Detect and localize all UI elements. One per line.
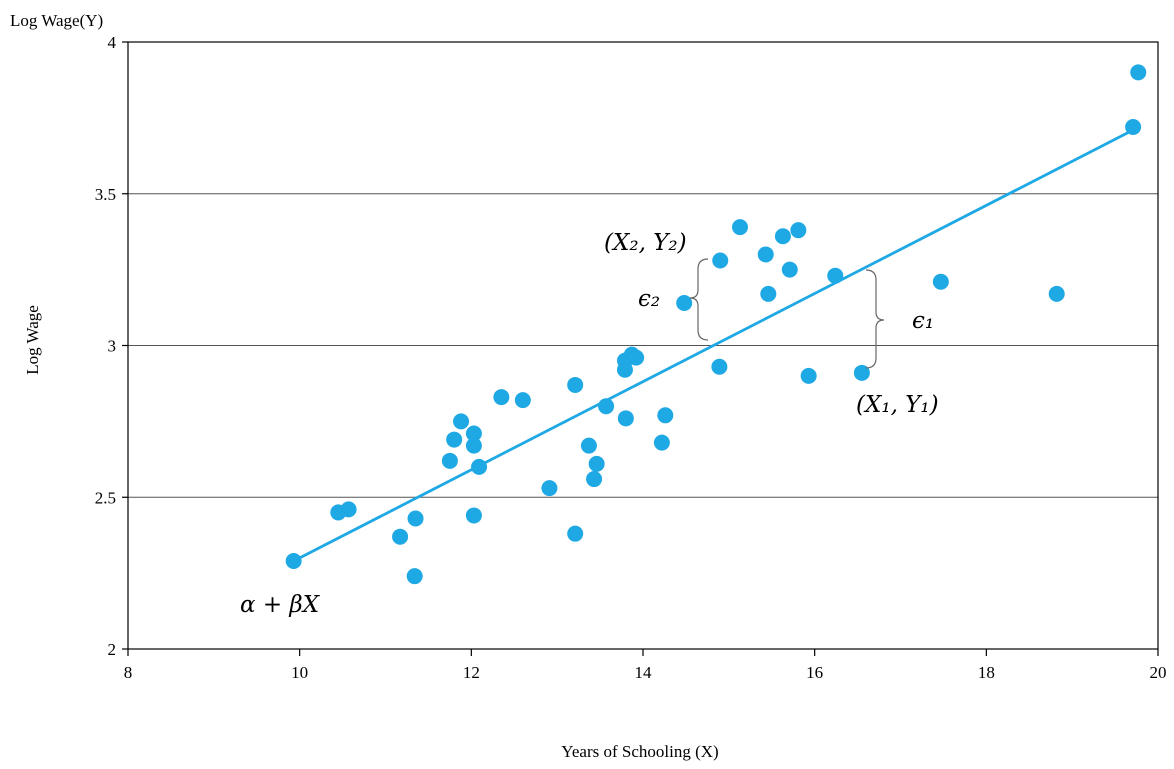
epsilon-1-brace [865,269,885,369]
data-point-0 [285,552,302,569]
x-tick-labels: 8 10 12 14 16 18 20 [124,663,1167,682]
data-point-14 [514,392,531,409]
data-point-44 [1130,64,1147,81]
data-points [285,64,1147,585]
x-tick-label-2: 12 [463,663,480,682]
data-point-12 [471,458,488,475]
data-point-35 [774,228,791,245]
data-point-6 [441,452,458,469]
x-axis-label: Years of Schooling (X) [561,742,718,761]
data-point-9 [465,425,482,442]
data-point-42 [1048,285,1065,302]
y-axis-top-label: Log Wage(Y) [10,11,103,30]
data-point-18 [580,437,597,454]
x-tick-label-5: 18 [978,663,995,682]
data-point-41 [932,273,949,290]
data-point-17 [567,525,584,542]
data-point-11 [465,507,482,524]
data-point-27 [653,434,670,451]
y-tick-label-0: 2 [108,640,117,659]
x-tick-label-1: 10 [291,663,308,682]
data-point-13 [493,389,510,406]
data-point-33 [757,246,774,263]
data-point-7 [446,431,463,448]
data-point-4 [406,568,423,585]
data-point-15 [541,480,558,497]
y-axis-label: Log Wage [23,305,42,375]
point-2-label: (X₂, Y₂) [604,230,687,256]
x-tick-label-6: 20 [1150,663,1167,682]
data-point-16 [567,376,584,393]
data-point-8 [453,413,470,430]
y-tick-label-2: 3 [108,337,117,356]
y-tick-labels: 2 2.5 3 3.5 4 [95,33,117,659]
data-point-5 [407,510,424,527]
data-point-36 [781,261,798,278]
data-point-32 [731,219,748,236]
data-point-31 [712,252,729,269]
data-point-2 [340,501,357,518]
point-1-label: (X₁, Y₁) [856,392,939,418]
x-tick-label-4: 16 [806,663,823,682]
data-point-23 [616,361,633,378]
data-point-43 [1125,118,1142,135]
x-tick-label-3: 14 [635,663,653,682]
axes [122,41,1159,656]
data-point-30 [711,358,728,375]
y-tick-label-1: 2.5 [95,488,116,507]
grid-lines [128,193,1158,498]
data-point-29 [676,295,693,312]
regression-line [293,128,1134,563]
data-point-26 [628,349,645,366]
data-point-37 [790,222,807,239]
data-point-40 [853,364,870,381]
data-point-38 [800,367,817,384]
data-point-21 [598,398,615,415]
data-point-20 [588,455,605,472]
y-tick-label-4: 4 [108,33,117,52]
data-point-3 [392,528,409,545]
epsilon-2-brace [689,258,709,341]
epsilon-1-label: ϵ₁ [912,308,934,334]
data-point-10 [465,437,482,454]
regression-line-group [293,128,1134,563]
epsilon-2-label: ϵ₂ [638,286,660,312]
x-tick-label-0: 8 [124,663,133,682]
data-point-19 [586,471,603,488]
data-point-28 [657,407,674,424]
data-point-39 [827,267,844,284]
data-point-24 [617,410,634,427]
line-label-alpha-beta-x: α + βX [240,592,321,618]
y-tick-label-3: 3.5 [95,185,116,204]
data-point-34 [760,285,777,302]
